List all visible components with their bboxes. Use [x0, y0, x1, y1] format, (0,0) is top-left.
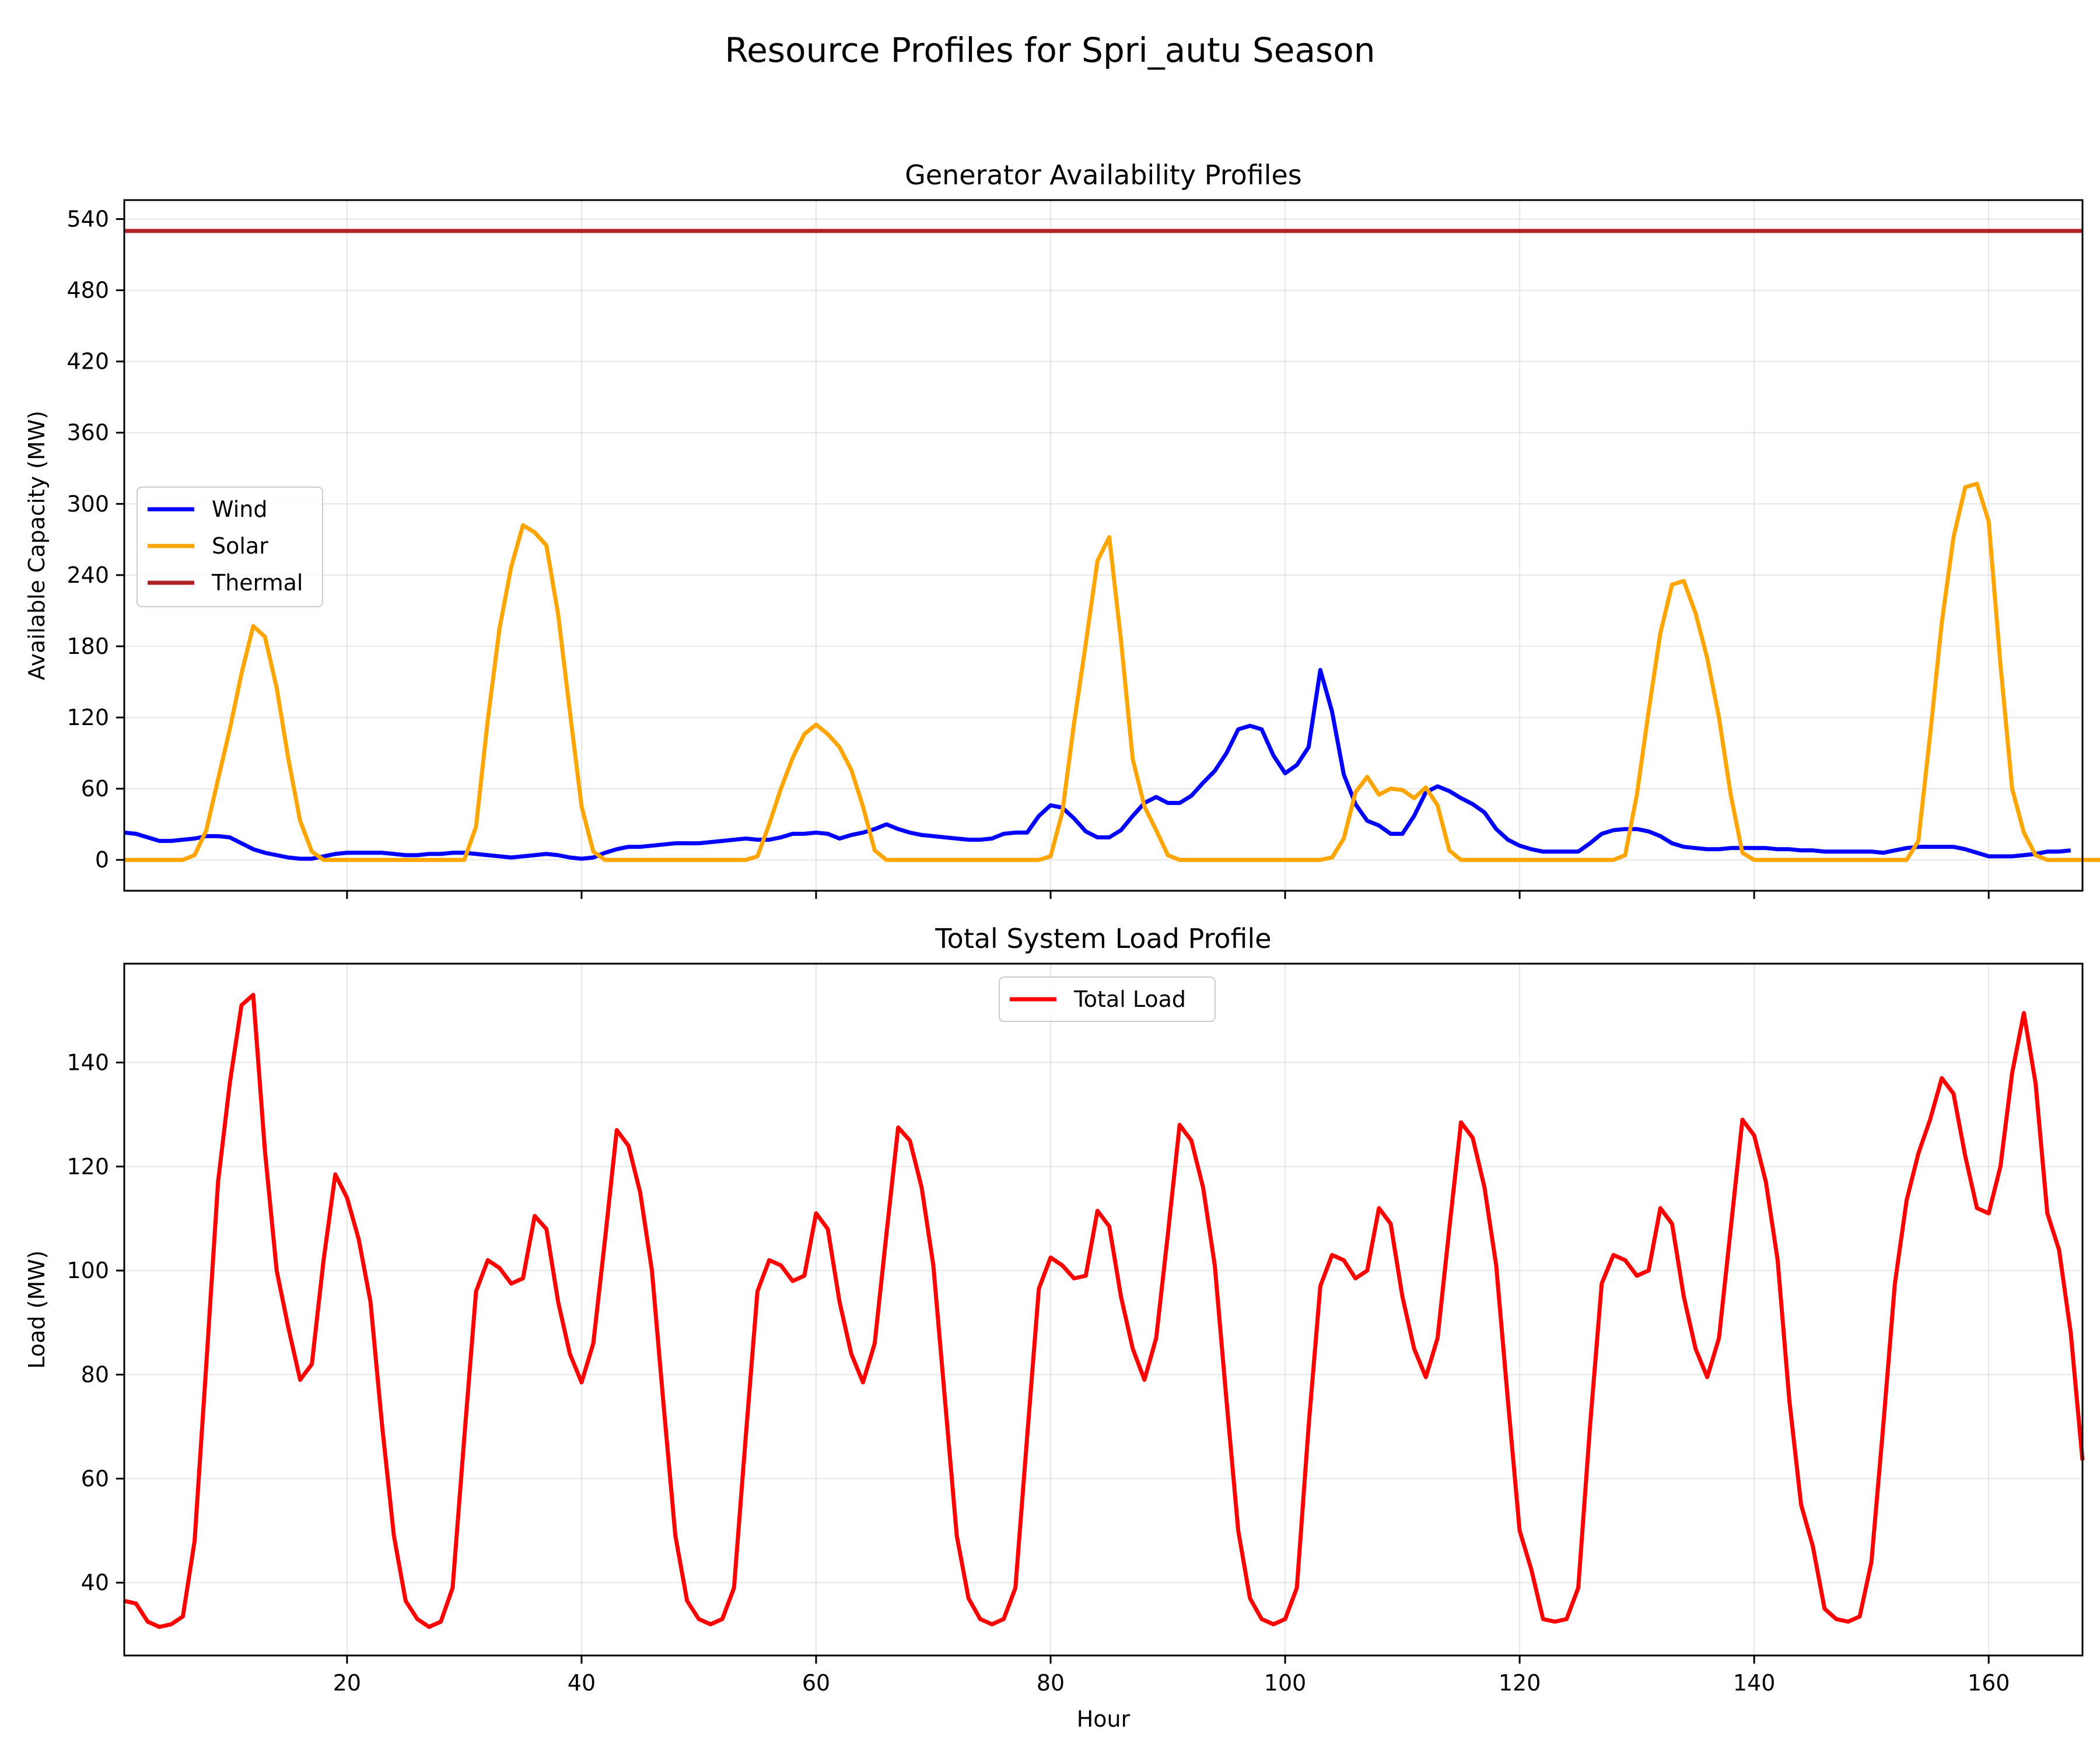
- x-tick-label: 160: [1968, 1670, 2010, 1696]
- y-tick-label: 140: [66, 1049, 109, 1075]
- y-tick-label: 60: [81, 1466, 109, 1492]
- x-tick-label: 140: [1733, 1670, 1776, 1696]
- y-tick-label: 120: [66, 1154, 109, 1180]
- y-tick-label: 60: [81, 776, 109, 802]
- series-line-solar: [124, 481, 2100, 862]
- plot-frame: [123, 199, 2084, 892]
- y-tick-label: 80: [81, 1362, 109, 1387]
- subplot-title: Total System Load Profile: [935, 923, 1271, 954]
- series-line-total-load: [124, 993, 2085, 1629]
- y-axis-label: Available Capacity (MW): [24, 411, 50, 680]
- y-tick-label: 0: [95, 847, 109, 873]
- legend: Wind Solar Thermal: [136, 487, 323, 607]
- y-tick-label: 420: [66, 349, 109, 374]
- x-tick-label: 60: [802, 1670, 830, 1696]
- series-line-wind: [124, 668, 2071, 861]
- x-axis-label: Hour: [1077, 1706, 1130, 1732]
- y-tick-label: 540: [66, 206, 109, 232]
- y-tick-label: 180: [66, 634, 109, 659]
- y-tick-label: 480: [66, 278, 109, 303]
- y-tick-label: 300: [66, 491, 109, 517]
- plot-frame: [123, 963, 2084, 1657]
- y-tick-label: 120: [66, 705, 109, 730]
- x-tick-label: 120: [1499, 1670, 1541, 1696]
- availability-panel: 0 60 120 180 240 300 360 420 480 540 Generator Ava…: [24, 159, 2100, 899]
- subplot-title: Generator Availability Profiles: [905, 159, 1302, 191]
- x-tick-label: 40: [568, 1670, 596, 1696]
- legend-label: Solar: [212, 533, 268, 559]
- legend-label: Thermal: [211, 570, 303, 596]
- x-tick-label: 100: [1264, 1670, 1307, 1696]
- y-tick-label: 360: [66, 420, 109, 446]
- y-tick-label: 40: [81, 1570, 109, 1595]
- x-tick-label: 80: [1037, 1670, 1065, 1696]
- legend-label: Wind: [212, 496, 268, 522]
- load-panel: 20 40 60 80 100 120 140 160 40 60 80 100 120 140 Total…: [24, 923, 2085, 1732]
- legend-box: [999, 977, 1216, 1022]
- legend-box: [136, 487, 323, 607]
- y-axis-label: Load (MW): [24, 1250, 50, 1368]
- legend: Total Load: [999, 977, 1216, 1022]
- y-tick-label: 240: [66, 562, 109, 588]
- x-tick-label: 20: [333, 1670, 361, 1696]
- legend-label: Total Load: [1073, 986, 1186, 1012]
- y-tick-label: 100: [66, 1258, 109, 1283]
- figure-title: Resource Profiles for Spri_autu Season: [725, 30, 1376, 70]
